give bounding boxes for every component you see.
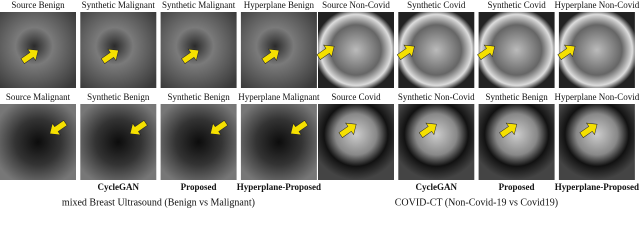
panel-label: Source Covid [331,92,381,102]
arrow-marker [396,44,415,60]
arrow [557,44,576,60]
arrow-marker [20,48,39,64]
arrow [338,122,357,138]
arrow-marker [477,44,496,60]
method-label: Hyperplane-Proposed [555,182,639,192]
caption: COVID-CT (Non-Covid-19 vs Covid19) [395,197,558,208]
arrow-marker [100,48,119,64]
panel-label: Hyperplane Non-Covid [555,92,640,102]
panel-label: Synthetic Non-Covid [398,92,475,102]
figure: Source Benign Synthetic Malignant Syntheti… [0,0,640,208]
caption: mixed Breast Ultrasound (Benign vs Malig… [62,197,255,208]
arrow [49,120,68,136]
arrow-marker [49,120,68,136]
panel-label: Synthetic Benign [167,92,230,102]
image-panel [240,104,317,180]
arrow-marker [129,120,148,136]
arrow [129,120,148,136]
image-panel [80,104,157,180]
arrow-marker [499,122,518,138]
panel-label: Synthetic Benign [87,92,150,102]
panel-label: Synthetic Malignant [162,0,236,10]
arrow [418,122,437,138]
method-label: Hyperplane-Proposed [237,182,321,192]
image-panel [0,104,76,180]
arrow [261,48,280,64]
arrow [396,44,415,60]
arrow [20,48,39,64]
arrow [316,44,335,60]
panel-label: Source Non-Covid [322,0,390,10]
panel-label: Hyperplane Benign [244,0,315,10]
panel-label: Synthetic Malignant [82,0,156,10]
arrow [579,122,598,138]
arrow-marker [210,120,229,136]
arrow [181,48,200,64]
image-panel [398,104,475,180]
panel-label: Synthetic Covid [487,0,546,10]
arrow-marker [557,44,576,60]
panel-label: Source Malignant [6,92,71,102]
image-panel [478,104,555,180]
panel-label: Synthetic Benign [485,92,548,102]
arrow-marker [579,122,598,138]
method-label: Proposed [181,182,217,192]
arrow [210,120,229,136]
arrow-marker [181,48,200,64]
arrow-marker [261,48,280,64]
image-panel [318,104,394,180]
panel-label: Source Benign [11,0,65,10]
method-label: Proposed [499,182,535,192]
image-panel [160,104,237,180]
arrow [477,44,496,60]
method-label: CycleGAN [416,182,458,192]
arrow [290,120,309,136]
method-label: CycleGAN [98,182,140,192]
panel-label: Hyperplane Non-Covid [555,0,640,10]
arrow [499,122,518,138]
panel-label: Synthetic Covid [407,0,466,10]
arrow [100,48,119,64]
image-panel [558,104,635,180]
arrow-marker [316,44,335,60]
arrow-marker [290,120,309,136]
panel-label: Hyperplane Malignant [238,92,320,102]
arrow-marker [338,122,357,138]
arrow-marker [418,122,437,138]
